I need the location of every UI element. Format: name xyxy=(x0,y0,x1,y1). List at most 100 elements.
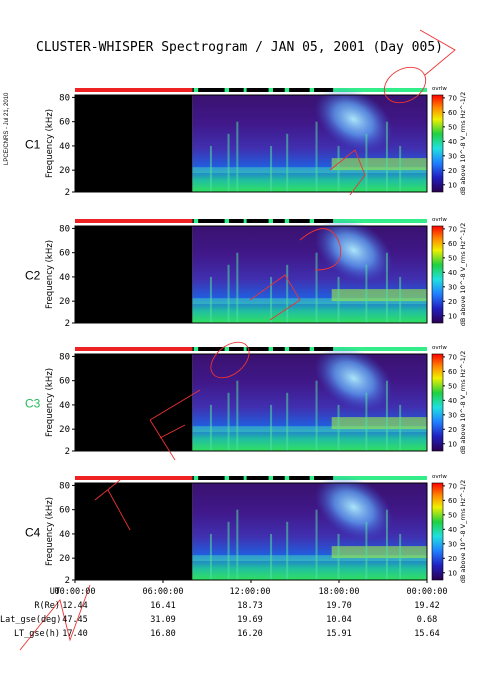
panel-label: C1 xyxy=(25,138,41,152)
y-tick-label: 60 xyxy=(59,118,70,128)
burst-stripe xyxy=(399,276,402,323)
y-tick-label: 2 xyxy=(65,188,70,198)
status-bar-green-segment xyxy=(268,476,273,480)
status-bar-green-segment xyxy=(309,88,315,92)
spectrogram-intensity xyxy=(192,354,427,451)
footer-cell: 31.09 xyxy=(150,615,176,625)
y-tick-label: 40 xyxy=(59,142,70,152)
burst-stripe xyxy=(286,392,289,451)
y-tick-label: 80 xyxy=(59,93,70,103)
status-bar-green-segment xyxy=(284,476,290,480)
y-tick-label: 40 xyxy=(59,530,70,540)
burst-stripe xyxy=(227,264,230,323)
colorbar-tick-label: 70 xyxy=(448,482,457,490)
status-bar-green-segment xyxy=(309,219,315,223)
status-bar-green-segment xyxy=(333,476,427,480)
plasma-frequency-band xyxy=(192,298,427,305)
burst-stripe xyxy=(315,121,318,192)
bright-emission-band xyxy=(331,289,427,302)
colorbar-tick-label: 60 xyxy=(448,109,457,117)
burst-stripe xyxy=(385,509,388,580)
colorbar-tick-label: 40 xyxy=(448,397,457,405)
y-tick-label: 2 xyxy=(65,576,70,586)
footer-cell: 12:00:00 xyxy=(229,587,271,597)
colorbar-tick-label: 30 xyxy=(448,283,457,291)
burst-stripe xyxy=(365,133,368,192)
burst-stripe xyxy=(365,264,368,323)
status-bar-green-segment xyxy=(224,347,229,351)
plot-frame xyxy=(74,94,428,193)
colorbar xyxy=(431,353,444,452)
burst-stripe xyxy=(209,276,212,323)
plasma-frequency-band xyxy=(192,555,427,562)
burst-stripe xyxy=(286,264,289,323)
burst-stripe xyxy=(227,392,230,451)
footer-cell: 00:00:00 xyxy=(406,587,448,597)
no-data-region xyxy=(75,226,193,323)
footer-row-label: LT_gse(h) xyxy=(13,629,60,639)
status-bar-green-segment xyxy=(333,88,427,92)
y-axis-label: Frequency (kHz) xyxy=(45,497,55,566)
footer-cell: 16.41 xyxy=(150,601,176,611)
colorbar-tick-label: 50 xyxy=(448,382,457,390)
panel-c3: 2 20 40 60 80 Frequency (kHz) C3 10 20 30 40 50 60 70… xyxy=(25,345,467,457)
panel-caption: ovrlw xyxy=(432,86,447,92)
y-tick-label: 80 xyxy=(59,481,70,491)
burst-stripe xyxy=(209,404,212,451)
y-tick-label: 2 xyxy=(65,447,70,457)
plot-frame xyxy=(74,353,428,452)
y-tick-label: 60 xyxy=(59,506,70,516)
burst-stripe xyxy=(315,509,318,580)
status-bar-green-segment xyxy=(224,476,229,480)
y-tick-label: 40 xyxy=(59,401,70,411)
colorbar-tick-label: 50 xyxy=(448,254,457,262)
plot-frame xyxy=(74,225,428,324)
footer-cell: 00:00:00 xyxy=(54,587,96,597)
colorbar xyxy=(431,225,444,324)
burst-stripe xyxy=(315,252,318,323)
status-bar-green-segment xyxy=(284,219,290,223)
y-tick-label: 80 xyxy=(59,352,70,362)
colorbar-tick-label: 10 xyxy=(448,440,457,448)
status-bar-green-segment xyxy=(193,347,199,351)
y-tick-label: 20 xyxy=(59,166,70,176)
footer-cell: 18:00:00 xyxy=(318,587,360,597)
burst-stripe xyxy=(385,252,388,323)
burst-stripe xyxy=(236,380,239,451)
footer-cell: 16.20 xyxy=(237,629,263,639)
status-bar-nodata xyxy=(75,88,193,92)
burst-stripe xyxy=(209,533,212,580)
burst-stripe xyxy=(227,133,230,192)
colorbar-tick-label: 40 xyxy=(448,526,457,534)
status-bar-nodata xyxy=(75,347,193,351)
colorbar-tick-label: 10 xyxy=(448,181,457,189)
y-axis-label: Frequency (kHz) xyxy=(45,368,55,437)
burst-stripe xyxy=(385,380,388,451)
y-tick-label: 80 xyxy=(59,224,70,234)
footer-cell: 17.40 xyxy=(62,629,88,639)
panel-c4: 2 20 40 60 80 Frequency (kHz) C4 10 20 30 40 50 60 70… xyxy=(25,474,467,586)
status-bar-green-segment xyxy=(193,88,199,92)
no-data-region xyxy=(75,354,193,451)
spectrogram-intensity xyxy=(192,95,427,192)
colorbar-label: dB above 10^-8 V_rms Hz^-1/2 xyxy=(459,92,467,196)
footer-cell: 10.04 xyxy=(326,615,352,625)
y-tick-label: 60 xyxy=(59,249,70,259)
burst-stripe xyxy=(399,404,402,451)
footer-cell: 15.64 xyxy=(414,629,440,639)
diffuse-emission-glow xyxy=(314,87,393,152)
status-bar-green-segment xyxy=(333,219,427,223)
colorbar-tick-label: 20 xyxy=(448,555,457,563)
panel-label: C3 xyxy=(25,397,41,411)
burst-stripe xyxy=(270,404,273,451)
colorbar-tick-label: 10 xyxy=(448,312,457,320)
status-bar-green-segment xyxy=(243,476,247,480)
burst-stripe xyxy=(286,521,289,580)
colorbar-tick-label: 20 xyxy=(448,167,457,175)
status-bar-nodata xyxy=(75,219,193,223)
colorbar-tick-label: 20 xyxy=(448,298,457,306)
status-bar-green-segment xyxy=(284,347,290,351)
colorbar-tick-label: 50 xyxy=(448,123,457,131)
y-tick-label: 20 xyxy=(59,425,70,435)
